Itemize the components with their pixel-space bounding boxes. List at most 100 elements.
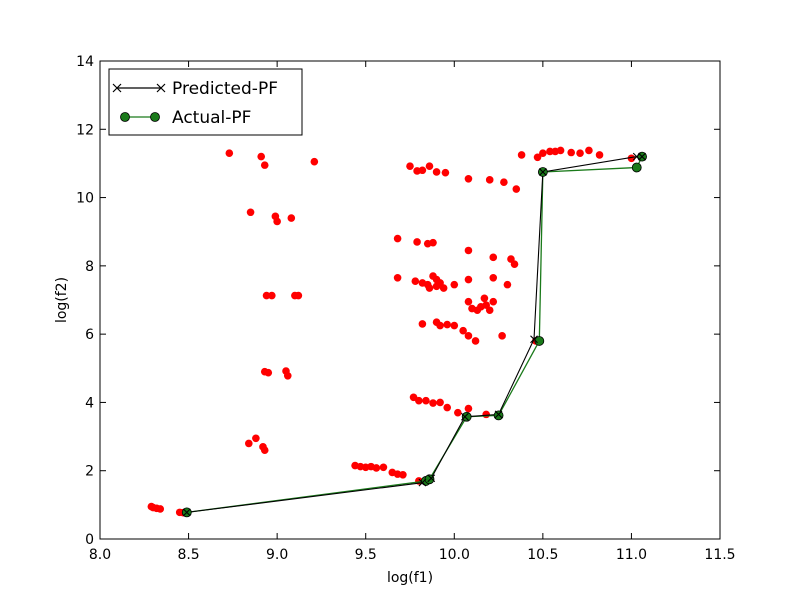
scatter-point <box>372 464 381 472</box>
pareto-front-series <box>181 151 647 518</box>
scatter-point <box>411 277 420 286</box>
scatter-point <box>422 396 430 405</box>
scatter-point <box>439 284 448 292</box>
legend-marker-x-icon <box>156 83 166 93</box>
y-tick-label: 8 <box>85 259 94 275</box>
predicted-pf-point <box>494 410 503 419</box>
predicted-pf-point <box>427 474 436 483</box>
x-tick-label: 11.5 <box>704 547 735 563</box>
x-tick-label: 9.5 <box>355 547 377 563</box>
scatter-point <box>294 291 303 300</box>
scatter-point <box>429 238 437 247</box>
scatter-point <box>418 166 427 175</box>
scatter-point <box>482 410 490 419</box>
scatter-point <box>485 306 494 315</box>
scatter-point <box>464 174 473 183</box>
legend-marker-dot-icon <box>150 112 160 122</box>
legend-item-predicted-pf: Predicted-PF <box>112 79 278 99</box>
scatter-point <box>413 238 421 246</box>
scatter-point <box>503 280 512 289</box>
x-tick-label: 8.5 <box>177 547 199 563</box>
x-tick-label: 10.5 <box>527 547 558 563</box>
y-tick-label: 6 <box>85 327 94 343</box>
predicted-pf-point <box>461 412 469 421</box>
scatter-point <box>464 332 473 340</box>
y-tick-label: 14 <box>76 54 94 70</box>
scatter-point <box>485 176 494 184</box>
scatter-point <box>441 168 450 177</box>
scatter-point <box>464 275 473 284</box>
scatter-point <box>464 246 473 255</box>
legend: Predicted-PF Actual-PF <box>108 68 303 136</box>
scatter-point <box>436 321 444 330</box>
y-axis-ticks: 0 2 4 6 8 10 12 14 <box>76 54 720 548</box>
scatter-point <box>450 321 459 330</box>
scatter-point <box>443 403 452 412</box>
legend-marker-dot-icon <box>120 112 130 122</box>
x-tick-label: 11.0 <box>616 547 647 563</box>
legend-label-predicted-pf: Predicted-PF <box>172 79 278 99</box>
legend-box <box>108 68 303 136</box>
scatter-point <box>498 332 506 340</box>
scatter-point <box>225 149 234 157</box>
scatter-point <box>245 439 253 448</box>
scatter-point <box>260 446 269 455</box>
x-axis-ticks: 8.0 8.5 9.0 9.5 10.0 10.5 11.0 11.5 <box>89 61 736 563</box>
scatter-point <box>567 148 575 157</box>
scatter-point <box>546 147 554 156</box>
scatter-point <box>406 162 414 170</box>
predicted-pf-point <box>182 508 191 517</box>
scatter-point <box>257 152 266 161</box>
scatter-point <box>627 154 636 163</box>
predicted-pf-point <box>638 152 646 161</box>
y-tick-label: 4 <box>85 395 94 411</box>
scatter-point <box>450 280 459 289</box>
predicted-pf-point <box>538 168 547 176</box>
scatter-point <box>399 471 407 479</box>
scatter-point <box>436 398 444 407</box>
scatter-point <box>459 326 467 335</box>
scatter-point <box>533 153 542 162</box>
scatter-point <box>595 151 604 159</box>
actual-pf-point <box>493 410 504 421</box>
scatter-point <box>287 214 296 222</box>
scatter-point <box>283 371 292 380</box>
scatter-points <box>147 146 636 517</box>
plot-area <box>99 60 721 540</box>
scatter-point <box>556 146 565 155</box>
scatter-point <box>415 396 423 405</box>
scatter-point <box>489 253 498 262</box>
scatter-point <box>264 368 273 377</box>
scatter-point <box>585 146 593 155</box>
scatter-point <box>425 284 434 292</box>
y-tick-label: 2 <box>85 464 94 480</box>
legend-marker-x-icon <box>112 83 122 93</box>
scatter-point <box>260 161 269 169</box>
scatter-point <box>418 320 427 328</box>
y-tick-label: 12 <box>76 122 94 138</box>
scatter-point <box>432 168 441 176</box>
actual-pf-point <box>461 411 472 422</box>
y-axis-label: log(f2) <box>54 277 70 323</box>
scatter-point <box>252 434 260 443</box>
scatter-point <box>246 208 255 217</box>
actual-pf-point <box>534 336 545 346</box>
scatter-point <box>517 151 526 159</box>
predicted-pf-point <box>418 478 427 487</box>
actual-pf-point <box>631 162 642 173</box>
scatter-point <box>464 404 473 413</box>
scatter-point <box>393 274 402 282</box>
scatter-point <box>489 274 498 282</box>
scatter-point <box>156 505 165 513</box>
legend-label-actual-pf: Actual-PF <box>172 108 251 128</box>
scatter-point <box>454 408 462 417</box>
scatter-point <box>393 234 402 243</box>
scatter-point <box>464 297 473 306</box>
scatter-point <box>443 320 452 329</box>
scatter-point <box>489 297 498 306</box>
x-axis-label: log(f1) <box>387 570 433 586</box>
scatter-point <box>379 463 388 472</box>
scatter-point <box>310 157 319 166</box>
scatter-point <box>539 149 547 157</box>
